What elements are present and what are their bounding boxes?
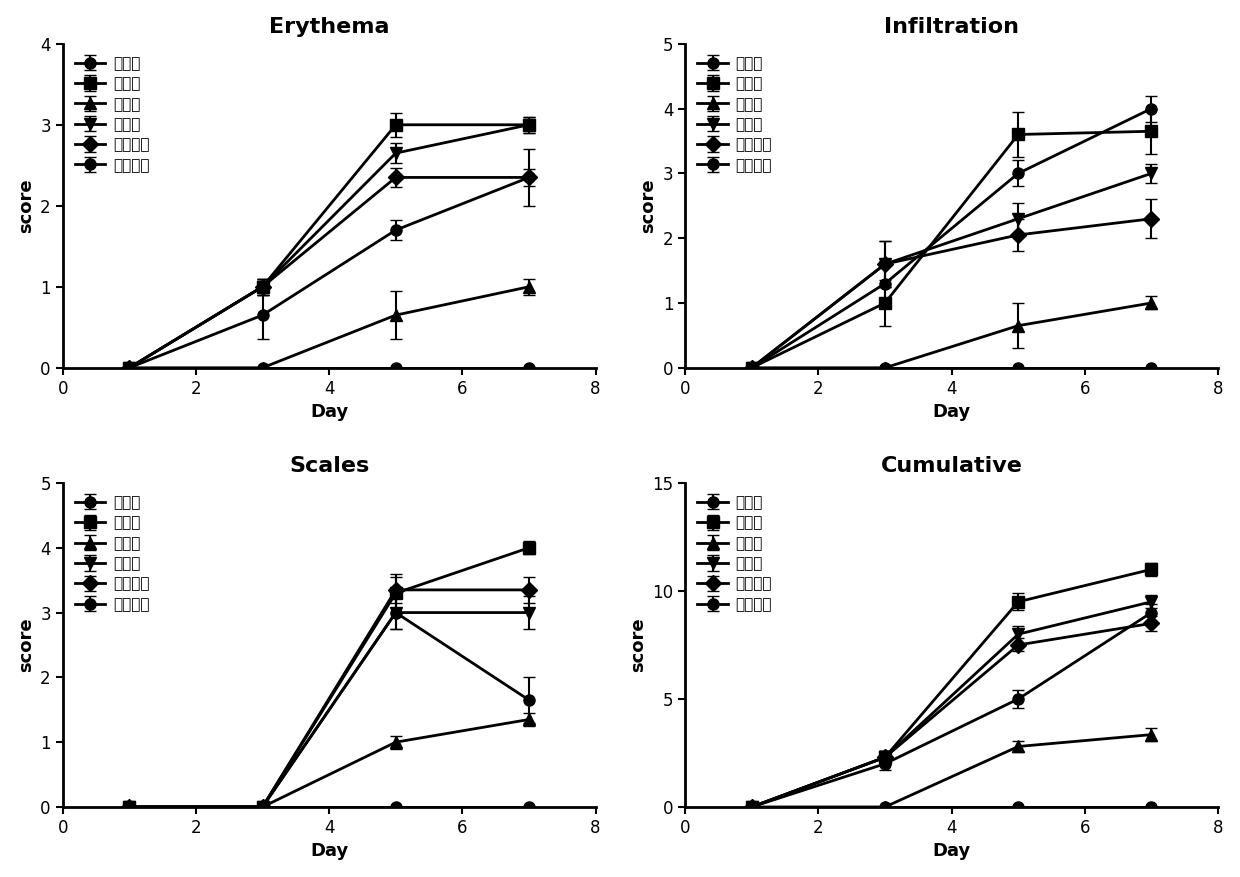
X-axis label: Day: Day xyxy=(932,403,971,421)
Title: Infiltration: Infiltration xyxy=(884,17,1019,37)
Legend: 第一组, 第二组, 第八组, 第十组, 第十一组, 第十二组: 第一组, 第二组, 第八组, 第十组, 第十一组, 第十二组 xyxy=(693,52,776,177)
Y-axis label: score: score xyxy=(16,178,35,233)
Legend: 第一组, 第二组, 第八组, 第十组, 第十一组, 第十二组: 第一组, 第二组, 第八组, 第十组, 第十一组, 第十二组 xyxy=(71,52,154,177)
Title: Erythema: Erythema xyxy=(269,17,389,37)
X-axis label: Day: Day xyxy=(310,403,348,421)
Legend: 第一组, 第二组, 第八组, 第十组, 第十一组, 第十二组: 第一组, 第二组, 第八组, 第十组, 第十一组, 第十二组 xyxy=(693,490,776,617)
Legend: 第一组, 第二组, 第八组, 第十组, 第十一组, 第十二组: 第一组, 第二组, 第八组, 第十组, 第十一组, 第十二组 xyxy=(71,490,154,617)
Y-axis label: score: score xyxy=(629,617,646,673)
Y-axis label: score: score xyxy=(16,617,35,673)
X-axis label: Day: Day xyxy=(932,842,971,860)
Title: Scales: Scales xyxy=(289,456,370,476)
Y-axis label: score: score xyxy=(639,178,657,233)
X-axis label: Day: Day xyxy=(310,842,348,860)
Title: Cumulative: Cumulative xyxy=(880,456,1023,476)
